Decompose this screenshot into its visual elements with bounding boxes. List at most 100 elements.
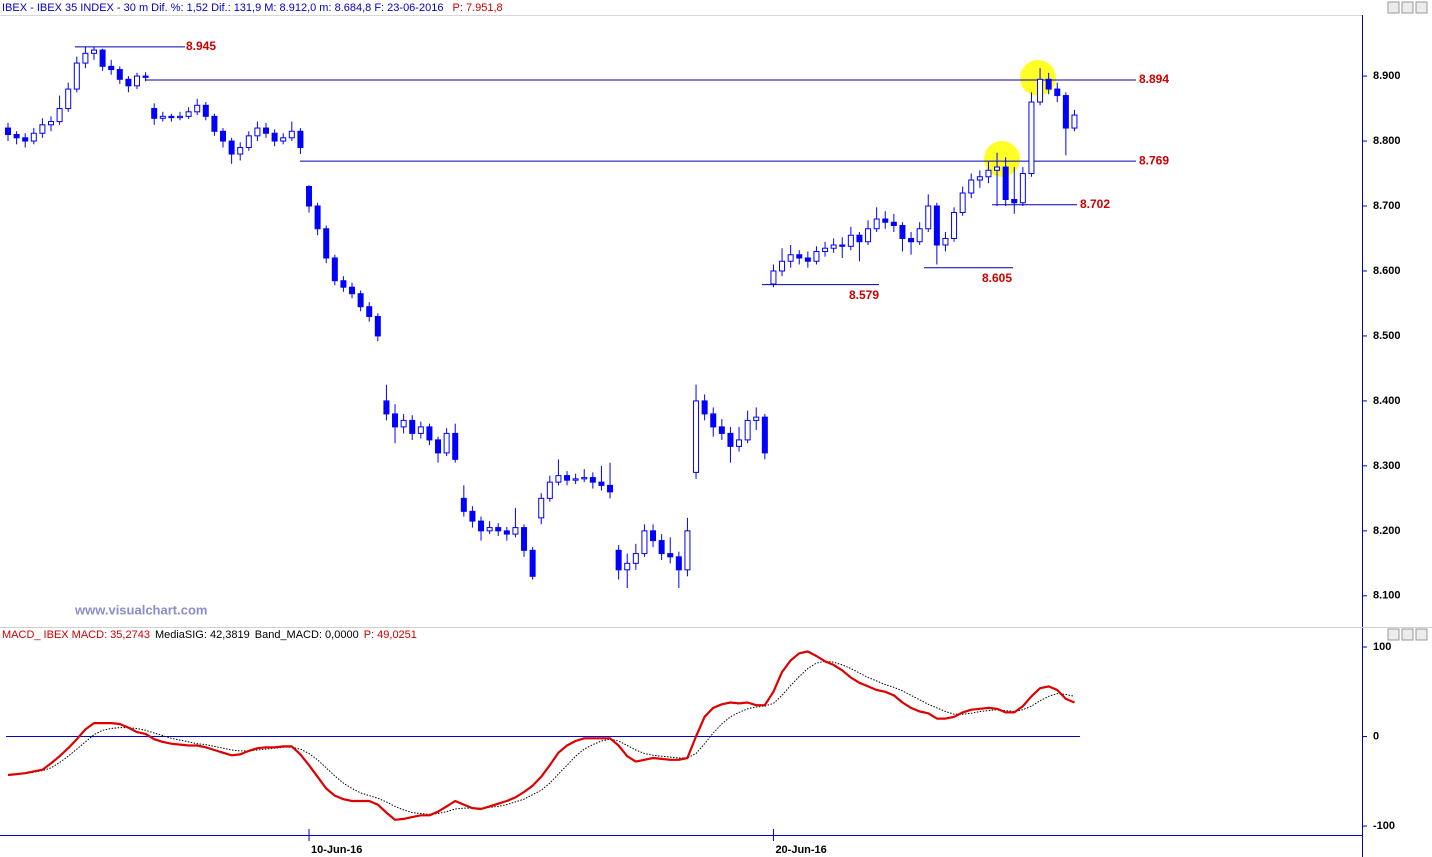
candle-body — [314, 205, 321, 230]
candle — [632, 543, 639, 570]
candle-body — [280, 137, 287, 142]
close-button[interactable] — [1415, 1, 1428, 14]
candle — [933, 202, 940, 265]
indicator-header: MACD_ IBEX MACD: 35,2743 MediaSIG: 42,381… — [2, 629, 417, 641]
candle-body — [503, 530, 510, 535]
candle — [538, 493, 545, 525]
candle-body — [890, 221, 897, 226]
candle — [417, 421, 424, 439]
candle-body — [650, 530, 657, 542]
candle-body — [306, 186, 313, 207]
maximize-button[interactable] — [1401, 1, 1414, 14]
candle — [271, 129, 278, 147]
y-tick-label: 8.300 — [1373, 460, 1401, 472]
candle-body — [882, 218, 889, 223]
candle-body — [478, 520, 485, 532]
candle — [435, 436, 442, 463]
candle — [873, 207, 880, 232]
candle-body — [641, 530, 648, 555]
candle-body — [1019, 173, 1026, 204]
candle-body — [108, 65, 115, 71]
candle-body — [211, 115, 218, 132]
candle-body — [1028, 101, 1035, 175]
candle-body — [779, 260, 786, 272]
level-label: 8.702 — [1080, 197, 1110, 211]
candle-body — [1002, 166, 1009, 201]
candle-body — [91, 49, 98, 54]
candle — [297, 128, 304, 155]
candle-body — [392, 413, 399, 428]
chart-title-price: P: 7.951,8 — [453, 2, 503, 14]
candle — [942, 231, 949, 252]
candle-body — [839, 244, 846, 247]
candle-body — [899, 224, 906, 239]
candle — [486, 521, 493, 535]
maximize-button[interactable] — [1401, 628, 1414, 641]
candle-body — [417, 426, 424, 434]
candle-body — [572, 478, 579, 481]
candle — [994, 152, 1001, 207]
candle-body — [452, 432, 459, 460]
candle-body — [830, 244, 837, 249]
candle — [529, 547, 536, 580]
candle — [521, 524, 528, 557]
candle — [168, 113, 175, 122]
candle-body — [925, 205, 932, 230]
indicator-title: MediaSIG: 42,3819 — [155, 629, 250, 641]
candle-body — [796, 254, 803, 259]
candle — [469, 506, 476, 528]
candle-body — [976, 176, 983, 181]
y-tick-label: 0 — [1373, 730, 1379, 742]
candle — [693, 384, 700, 479]
candle — [796, 250, 803, 265]
candle-body — [916, 228, 923, 243]
candle — [822, 241, 829, 257]
candle-body — [658, 540, 665, 555]
candle — [263, 122, 270, 138]
candle-body — [624, 562, 631, 571]
minimize-button[interactable] — [1387, 628, 1400, 641]
candle-body — [1062, 95, 1069, 129]
candle-body — [607, 484, 614, 493]
candle — [787, 244, 794, 268]
candle — [951, 207, 958, 242]
candle-body — [168, 115, 175, 119]
candle — [650, 524, 657, 548]
candle — [194, 98, 201, 116]
candle — [976, 170, 983, 188]
candle-body — [727, 432, 734, 447]
candle — [357, 290, 364, 312]
y-tick-label: 8.500 — [1373, 330, 1401, 342]
candle — [555, 459, 562, 486]
candle-body — [667, 553, 674, 558]
candle — [73, 56, 80, 93]
candle-body — [4, 127, 11, 136]
close-button[interactable] — [1415, 628, 1428, 641]
candle — [581, 469, 588, 483]
candle — [1037, 68, 1044, 106]
indicator-title: MACD_ IBEX MACD: 35,2743 — [2, 629, 150, 641]
candle-body — [220, 130, 227, 142]
candle-body — [856, 234, 863, 243]
highlight — [984, 141, 1020, 177]
candle — [736, 426, 743, 452]
y-tick-label: 8.800 — [1373, 135, 1401, 147]
candle — [761, 413, 768, 460]
candle — [185, 107, 192, 119]
candle — [856, 231, 863, 262]
minimize-button[interactable] — [1387, 1, 1400, 14]
candle-body — [366, 306, 373, 317]
level-label: 8.769 — [1139, 153, 1169, 167]
candle — [220, 128, 227, 148]
candle-body — [297, 130, 304, 149]
candle-body — [142, 75, 149, 78]
candle — [374, 313, 381, 342]
candle-body — [538, 497, 545, 519]
candle — [770, 264, 777, 288]
candle — [82, 46, 89, 69]
candle-body — [177, 115, 184, 119]
y-tick-label: 8.200 — [1373, 525, 1401, 537]
candle — [847, 226, 854, 251]
